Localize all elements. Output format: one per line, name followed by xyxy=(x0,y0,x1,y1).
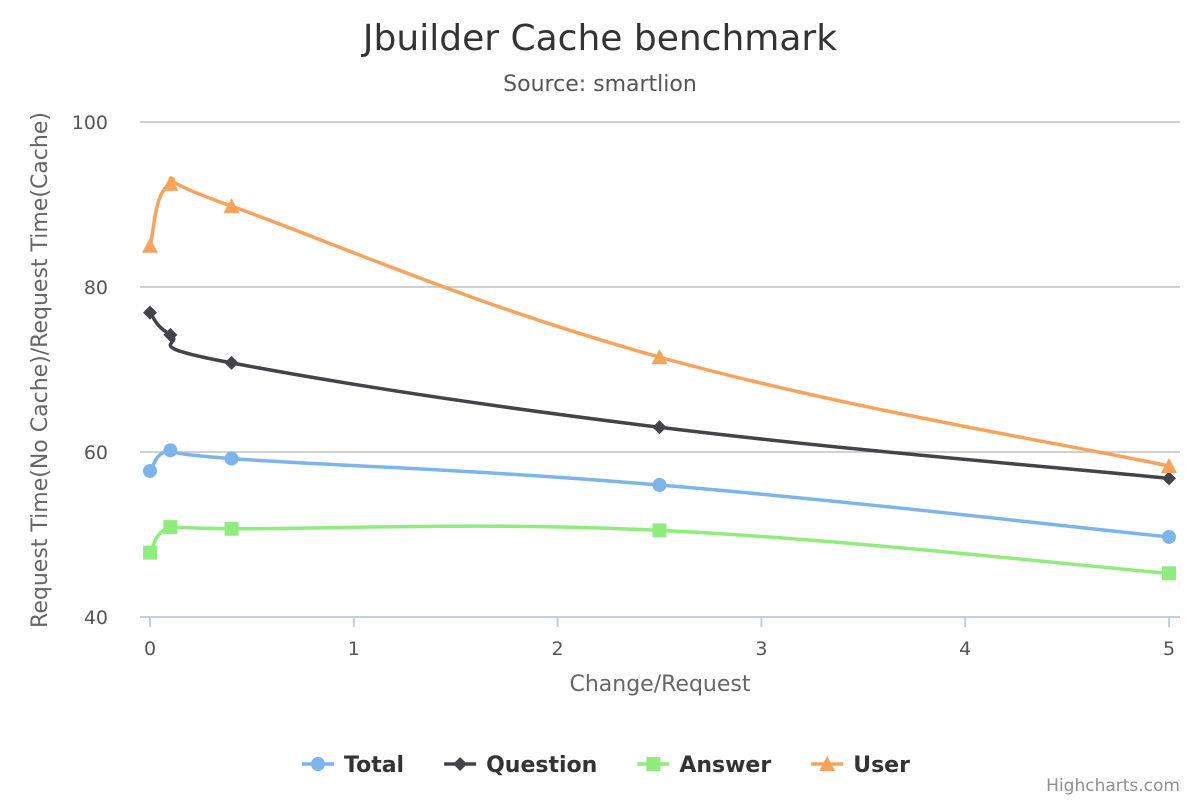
legend-marker-total[interactable] xyxy=(311,757,325,771)
data-point-user[interactable] xyxy=(1161,458,1177,474)
grid xyxy=(140,121,1180,618)
series-question xyxy=(143,305,1176,486)
data-point-answer[interactable] xyxy=(1162,566,1176,581)
data-point-total[interactable] xyxy=(143,463,157,478)
legend-item-question[interactable]: Question xyxy=(444,753,597,778)
data-point-user[interactable] xyxy=(162,175,179,191)
legend[interactable]: Total Question Answer User xyxy=(302,753,910,778)
legend-label-answer: Answer xyxy=(679,753,771,778)
data-point-user[interactable] xyxy=(651,349,668,365)
chart-title: Jbuilder Cache benchmark xyxy=(361,18,837,59)
legend-item-total[interactable]: Total xyxy=(302,753,404,778)
data-point-answer[interactable] xyxy=(143,545,157,560)
x-axis-ticks: 0 1 2 3 4 5 xyxy=(144,617,1175,660)
data-point-answer[interactable] xyxy=(652,523,667,538)
data-point-total[interactable] xyxy=(652,478,667,492)
legend-marker-answer[interactable] xyxy=(646,757,661,771)
y-tick-label: 100 xyxy=(72,112,108,134)
x-tick-label: 1 xyxy=(348,638,360,660)
data-point-answer[interactable] xyxy=(224,521,239,536)
series xyxy=(142,175,1177,581)
y-tick-label: 40 xyxy=(84,607,108,629)
data-point-answer[interactable] xyxy=(163,520,178,535)
y-axis-ticks: 40 60 80 100 xyxy=(72,112,108,629)
credits-link[interactable]: Highcharts.com xyxy=(1046,776,1180,796)
series-answer xyxy=(143,520,1176,581)
legend-label-total: Total xyxy=(344,753,404,778)
data-point-user[interactable] xyxy=(142,237,158,253)
x-tick-label: 2 xyxy=(552,638,564,660)
data-point-question[interactable] xyxy=(224,355,239,370)
data-point-user[interactable] xyxy=(223,198,240,214)
y-tick-label: 60 xyxy=(84,442,108,464)
x-tick-label: 0 xyxy=(144,638,156,660)
data-point-total[interactable] xyxy=(224,451,239,466)
series-line-question[interactable] xyxy=(148,310,1171,481)
data-point-question[interactable] xyxy=(652,420,667,435)
legend-item-user[interactable]: User xyxy=(811,753,910,778)
data-point-question[interactable] xyxy=(1162,471,1176,486)
legend-marker-user[interactable] xyxy=(819,756,836,771)
legend-label-user: User xyxy=(853,753,910,778)
data-point-question[interactable] xyxy=(163,327,178,342)
x-axis-title: Change/Request xyxy=(569,672,750,697)
series-total xyxy=(143,443,1176,544)
legend-item-answer[interactable]: Answer xyxy=(637,753,771,778)
y-axis-title: Request Time(No Cache)/Request Time(Cach… xyxy=(28,112,53,628)
series-user xyxy=(142,175,1177,474)
data-point-total[interactable] xyxy=(1162,529,1176,544)
legend-marker-question[interactable] xyxy=(453,757,468,771)
data-point-question[interactable] xyxy=(143,305,157,320)
legend-label-question: Question xyxy=(486,753,597,778)
x-tick-label: 3 xyxy=(755,638,767,660)
data-point-total[interactable] xyxy=(163,443,178,458)
x-tick-label: 4 xyxy=(959,638,971,660)
x-tick-label: 5 xyxy=(1163,638,1175,660)
chart-subtitle: Source: smartlion xyxy=(503,72,697,97)
y-tick-label: 80 xyxy=(84,277,108,299)
